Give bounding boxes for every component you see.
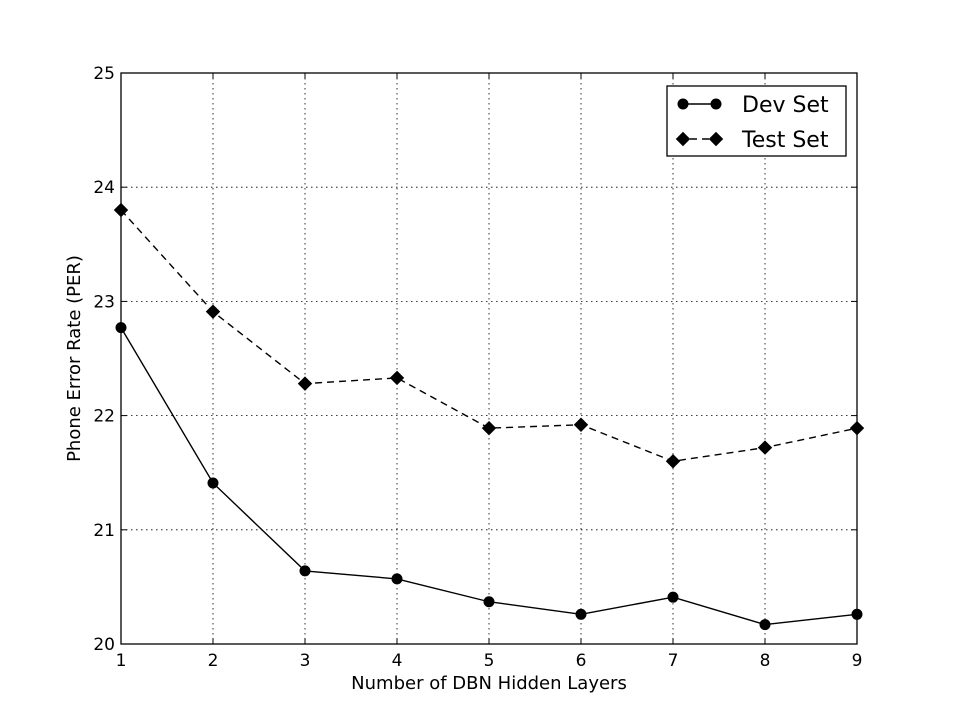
data-point-test-set [481,420,497,436]
series-dev-set [115,322,863,631]
data-point-dev-set [483,596,495,608]
data-point-dev-set [207,477,219,489]
y-tick-label: 24 [93,178,115,198]
data-point-dev-set [575,608,587,620]
y-axis-title: Phone Error Rate (PER) [64,255,85,462]
series-layer [113,202,865,631]
x-tick-label: 8 [760,651,771,671]
data-point-dev-set [759,619,771,631]
legend-marker-test-set [708,131,724,147]
x-tick-label: 3 [300,651,311,671]
data-point-test-set [757,440,773,455]
legend: Dev Set Test Set [666,85,847,157]
data-point-test-set [205,304,221,319]
legend-label-dev-set: Dev Set [742,93,829,118]
x-tick-label: 5 [484,651,495,671]
legend-items: Dev Set Test Set [675,93,829,153]
x-axis-title: Number of DBN Hidden Layers [351,673,627,694]
data-point-dev-set [391,573,403,585]
grid-lines [121,73,857,644]
x-tick-label: 4 [392,651,403,671]
legend-marker-dev-set [677,98,689,110]
data-point-test-set [389,370,405,386]
data-point-test-set [573,417,589,432]
data-point-test-set [297,376,313,391]
x-tick-label: 6 [576,651,587,671]
data-point-test-set [665,454,681,469]
x-tick-label: 1 [116,651,127,671]
x-tick-label: 2 [208,651,219,671]
legend-box [666,85,847,157]
legend-label-test-set: Test Set [741,128,829,153]
x-tick-label: 7 [668,651,679,671]
legend-marker-dev-set [710,98,722,110]
data-point-dev-set [667,591,679,603]
y-tick-label: 21 [93,521,115,541]
data-point-dev-set [299,565,311,577]
y-tick-label: 22 [93,407,115,427]
series-line-dev-set [120,327,858,626]
y-tick-label: 23 [93,292,115,312]
x-tick-label: 9 [852,651,863,671]
legend-marker-test-set [675,131,691,147]
series-test-set [113,202,865,469]
y-tick-label: 25 [93,64,115,84]
y-tick-label: 20 [93,635,115,655]
